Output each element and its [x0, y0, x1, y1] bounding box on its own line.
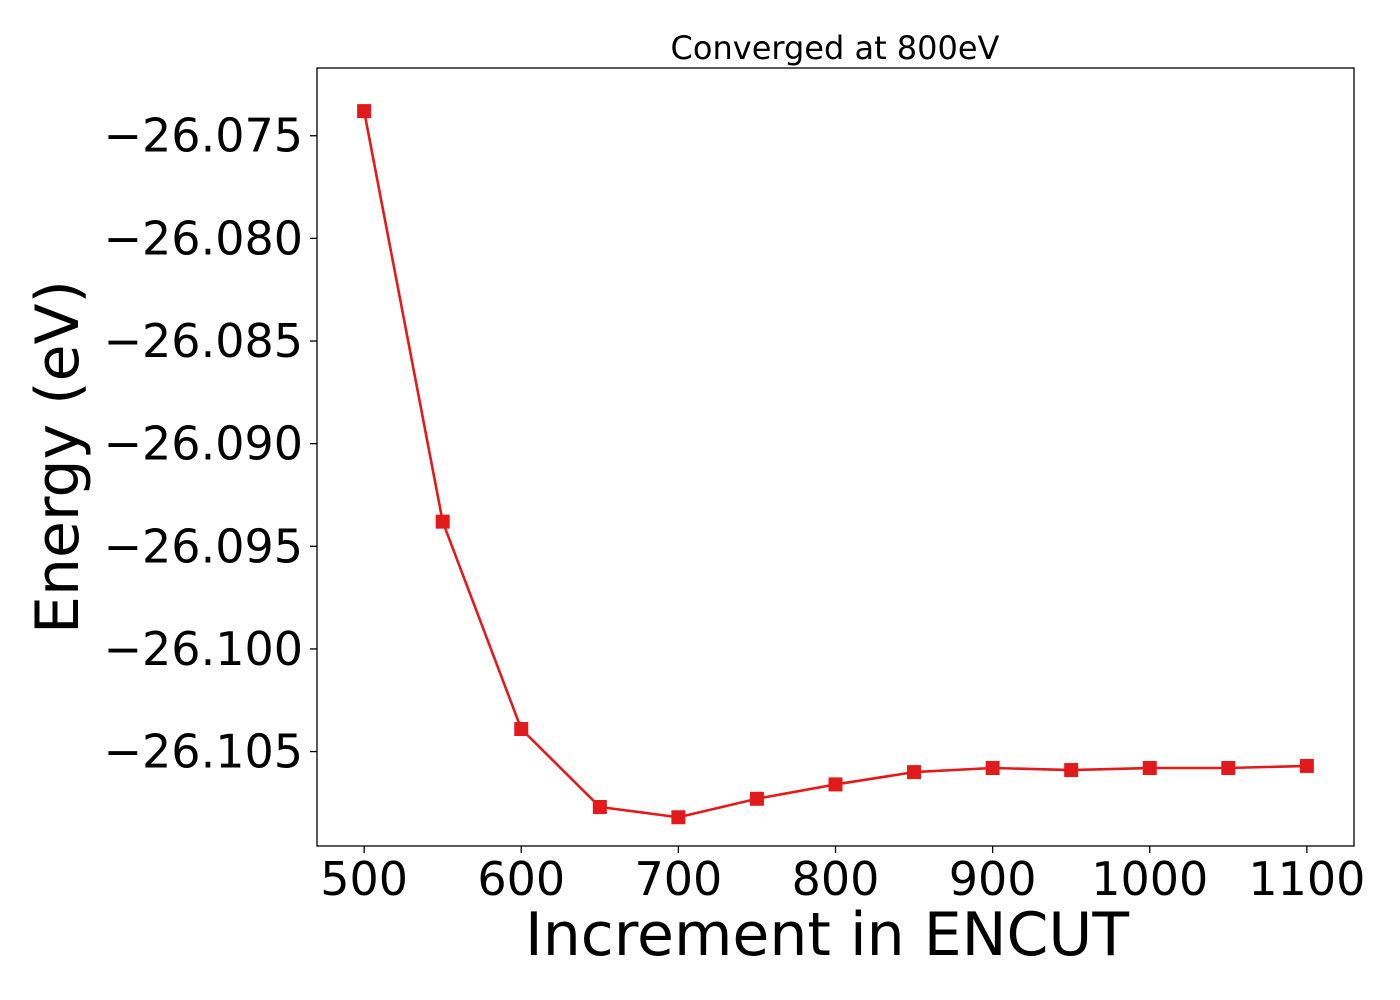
y-tick-label: −26.105	[104, 725, 304, 779]
y-tick-label: −26.095	[104, 519, 304, 573]
x-tick-label: 800	[792, 852, 880, 906]
x-axis-label: Increment in ENCUT	[525, 900, 1129, 970]
data-point	[1142, 760, 1157, 775]
x-tick-label: 1000	[1091, 852, 1208, 906]
y-tick-label: −26.085	[104, 314, 304, 368]
data-point	[985, 760, 1000, 775]
y-axis-label: Energy (eV)	[23, 280, 93, 634]
series-layer	[357, 104, 1314, 825]
data-point	[1299, 758, 1314, 773]
series-line	[362, 110, 1307, 819]
x-axis: 500 600 700 800 900 1000 1100	[320, 846, 1365, 906]
x-tick-label: 600	[477, 852, 565, 906]
chart-title: Converged at 800eV	[671, 29, 1000, 67]
data-point	[1221, 760, 1236, 775]
x-tick-label: 1100	[1248, 852, 1365, 906]
data-point	[514, 721, 529, 736]
data-point	[907, 765, 922, 780]
data-point	[1064, 763, 1079, 778]
data-point	[671, 810, 686, 825]
x-tick-label: 900	[949, 852, 1037, 906]
y-tick-label: −26.100	[104, 622, 304, 676]
y-tick-label: −26.090	[104, 417, 304, 471]
y-tick-label: −26.075	[104, 109, 304, 163]
x-tick-label: 500	[320, 852, 408, 906]
data-point	[828, 777, 843, 792]
data-point	[749, 791, 764, 806]
data-point	[357, 104, 372, 119]
plot-frame	[316, 67, 1355, 847]
y-axis: −26.075 −26.080 −26.085 −26.090 −26.095 −26.1…	[104, 109, 317, 779]
data-point	[592, 799, 607, 814]
y-tick-label: −26.080	[104, 211, 304, 265]
data-point	[435, 514, 450, 529]
x-tick-label: 700	[634, 852, 722, 906]
